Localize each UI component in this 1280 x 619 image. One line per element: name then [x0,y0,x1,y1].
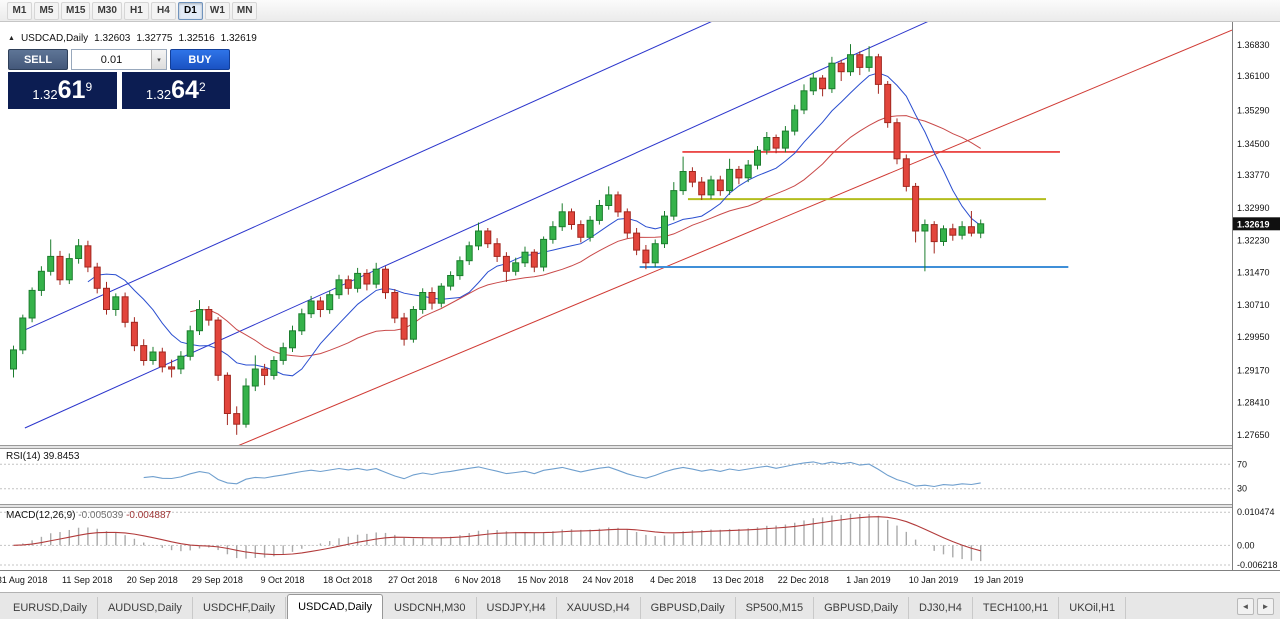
chart-window: 1.36830 1.36100 1.35290 1.34500 1.33770 1.329… [0,22,1280,592]
rsi-axis-label: 70 [1237,459,1247,469]
macd-axis-label: -0.006218 [1237,560,1278,570]
price-axis-label: 1.35290 [1237,105,1270,115]
price-axis-label: 1.33770 [1237,170,1270,180]
date-axis-label: 24 Nov 2018 [582,575,633,585]
rsi-line [143,461,981,488]
price-axis-label: 1.30710 [1237,300,1270,310]
date-axis-label: 27 Oct 2018 [388,575,437,585]
price-axis-label: 1.31470 [1237,268,1270,278]
lot-spinner-icon[interactable]: ▾ [151,50,166,69]
date-axis-label: 9 Oct 2018 [260,575,304,585]
rsi-label: RSI(14) 39.8453 [6,451,80,462]
tab-scroll-buttons: ◄ ► [1231,593,1280,619]
price-axis-label: 1.32230 [1237,235,1270,245]
chart-tab-USDCAD-Daily[interactable]: USDCAD,Daily [287,594,384,619]
chart-tab-SP500-M15[interactable]: SP500,M15 [735,597,815,619]
macd-axis-label: 0.010474 [1237,507,1275,517]
close-value: 1.32619 [220,33,257,44]
price-axis-label: 1.36830 [1237,40,1270,50]
trendline[interactable] [24,22,755,331]
date-axis-label: 18 Oct 2018 [323,575,372,585]
date-axis-label: 20 Sep 2018 [127,575,178,585]
price-axis-label: 1.32990 [1237,203,1270,213]
trendline[interactable] [228,29,1232,450]
date-axis-label: 11 Sep 2018 [62,575,112,585]
macd-axis-label: 0.00 [1237,540,1255,550]
symbol-title: USDCAD,Daily [20,33,89,44]
lot-size-input[interactable] [72,50,151,69]
timeframe-toolbar: M1 M5 M15 M30 H1 H4 D1 W1 MN [0,0,1280,22]
lot-size-box: ▾ [71,49,167,70]
timeframe-button-H4[interactable]: H4 [150,1,176,20]
timeframe-button-M1[interactable]: M1 [7,1,32,20]
sell-price[interactable]: 1.32 61 9 [8,72,117,109]
high-value: 1.32775 [136,33,173,44]
date-axis-label: 15 Nov 2018 [517,575,568,585]
chart-tabbar: EURUSD,Daily AUDUSD,Daily USDCHF,Daily USDC… [0,592,1280,619]
chart-tab-GBPUSD-Daily[interactable]: GBPUSD,Daily [640,597,736,619]
candles-layer [10,44,985,435]
chart-tab-USDCHF-Daily[interactable]: USDCHF,Daily [192,597,287,619]
chart-tabs: EURUSD,Daily AUDUSD,Daily USDCHF,Daily USDC… [0,593,1231,619]
tab-scroll-right-button[interactable]: ► [1257,597,1274,615]
timeframe-button-D1[interactable]: D1 [177,1,203,20]
chart-tab-XAUUSD-H4[interactable]: XAUUSD,H4 [556,597,641,619]
chart-tab-USDCNH-M30[interactable]: USDCNH,M30 [384,597,477,619]
date-axis-label: 10 Jan 2019 [909,575,959,585]
price-axis-label: 1.27650 [1237,430,1270,440]
date-axis-label: 29 Sep 2018 [192,575,243,585]
timeframe-button-W1[interactable]: W1 [204,1,230,20]
timeframe-button-M30[interactable]: M30 [92,1,122,20]
chart-tab-UKOil-H1[interactable]: UKOil,H1 [1059,597,1127,619]
tab-scroll-left-button[interactable]: ◄ [1237,597,1254,615]
chart-background [0,22,1280,592]
chart-tab-EURUSD-Daily[interactable]: EURUSD,Daily [3,597,98,619]
buy-button[interactable]: BUY [170,49,230,70]
slow-ma-line [190,115,981,358]
chart-tab-DJ30-H4[interactable]: DJ30,H4 [909,597,973,619]
date-axis-label: 31 Aug 2018 [0,575,47,585]
date-axis-label: 13 Dec 2018 [713,575,764,585]
chart-tab-AUDUSD-Daily[interactable]: AUDUSD,Daily [97,597,193,619]
timeframe-button-H1[interactable]: H1 [123,1,149,20]
date-axis-label: 6 Nov 2018 [455,575,501,585]
one-click-trade-panel: SELL ▾ BUY 1.32 619 1.32 642 [8,49,230,109]
macd-signal-line [13,516,981,556]
current-price-badge [1233,217,1280,231]
open-value: 1.32603 [94,33,131,44]
macd-panel [0,511,1232,566]
price-panel [10,22,1232,450]
date-axis-label: 19 Jan 2019 [974,575,1024,585]
price-axis-label: 1.36100 [1237,71,1270,81]
candlestick-chart[interactable]: 1.36830 1.36100 1.35290 1.34500 1.33770 1.329… [0,22,1280,592]
rsi-panel [0,461,1232,490]
chart-tab-TECH100-H1[interactable]: TECH100,H1 [972,597,1060,619]
date-axis-label: 1 Jan 2019 [846,575,891,585]
ohlc-info: ▲ USDCAD,Daily 1.32603 1.32775 1.32516 1… [8,33,257,44]
low-value: 1.32516 [178,33,215,44]
date-axis-label: 4 Dec 2018 [650,575,696,585]
chart-tab-USDJPY-H4[interactable]: USDJPY,H4 [476,597,557,619]
sell-button[interactable]: SELL [8,49,68,70]
price-axis-label: 1.28410 [1237,398,1270,408]
price-axis-label: 1.29170 [1237,365,1270,375]
current-price-badge-value: 1.32619 [1237,219,1270,229]
chart-tab-GBPUSD-Daily[interactable]: GBPUSD,Daily [814,597,910,619]
rsi-axis-label: 30 [1237,484,1247,494]
date-axis-label: 22 Dec 2018 [778,575,829,585]
macd-label: MACD(12,26,9) -0.005039 -0.004887 [6,510,172,521]
price-axis-label: 1.29950 [1237,332,1270,342]
collapse-panel-icon[interactable]: ▲ [8,35,15,42]
timeframe-button-M5[interactable]: M5 [34,1,59,20]
buy-price[interactable]: 1.32 64 2 [121,72,230,109]
price-axis-label: 1.34500 [1237,139,1270,149]
timeframe-button-MN[interactable]: MN [231,1,258,20]
timeframe-button-M15[interactable]: M15 [61,1,91,20]
